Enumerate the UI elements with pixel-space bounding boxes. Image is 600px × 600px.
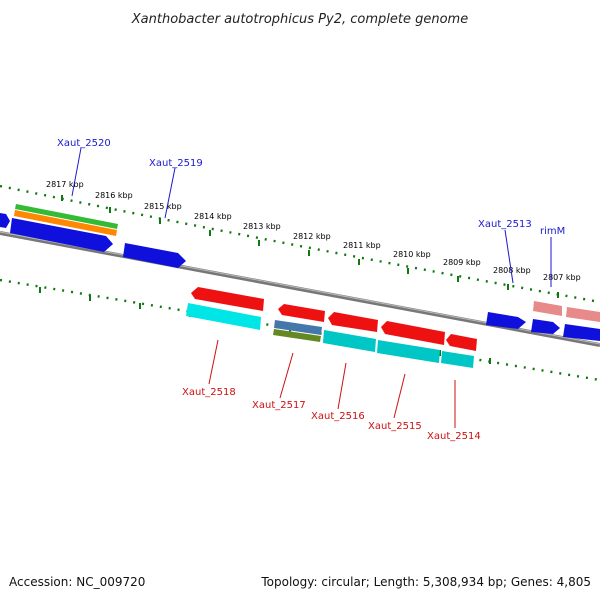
map-title: Xanthobacter autotrophicus Py2, complete… [131,12,468,27]
top-gene-labels: Xaut_2520 Xaut_2519 Xaut_2513 rimM [57,138,565,237]
forward-gene[interactable] [563,324,600,341]
reverse-gene-xaut-2515[interactable] [381,321,445,345]
gene-label[interactable]: Xaut_2520 [57,138,111,149]
kbp-label: 2814 kbp [194,212,232,221]
kbp-label: 2808 kbp [493,266,531,275]
gene-label[interactable]: rimM [540,226,565,237]
forward-gene-xaut-2513[interactable] [486,312,526,329]
kbp-label: 2811 kbp [343,241,381,250]
kbp-label: 2812 kbp [293,232,331,241]
kbp-label: 2813 kbp [243,222,281,231]
bottom-gene-labels: Xaut_2518 Xaut_2517 Xaut_2516 Xaut_2515 … [182,387,481,442]
cds-feature[interactable] [186,303,261,330]
reverse-gene[interactable] [278,304,325,322]
gene-label[interactable]: Xaut_2519 [149,158,203,169]
cds-feature[interactable] [377,340,440,363]
genome-summary-text: Topology: circular; Length: 5,308,934 bp… [260,575,591,589]
inner-scale-track [0,278,600,382]
reverse-gene[interactable] [328,312,378,332]
olive-feature[interactable] [273,329,321,342]
kbp-label: 2816 kbp [95,191,133,200]
gene-label[interactable]: Xaut_2518 [182,387,236,398]
pink-feature[interactable] [566,307,600,322]
forward-gene-xaut-2520[interactable] [10,218,113,252]
orange-feature[interactable] [14,210,117,236]
cds-feature[interactable] [441,351,474,368]
forward-gene-xaut-2519[interactable] [123,243,186,268]
gene-label[interactable]: Xaut_2515 [368,421,422,432]
gene-label[interactable]: Xaut_2517 [252,400,306,411]
genome-backbone [0,231,600,347]
kbp-label: 2807 kbp [543,273,581,282]
blue-feature[interactable] [274,320,322,335]
kbp-label: 2810 kbp [393,250,431,259]
pink-feature[interactable] [533,301,562,316]
reverse-gene-xaut-2514[interactable] [446,334,477,351]
forward-gene[interactable] [0,213,10,228]
cds-feature-xaut-2516[interactable] [323,330,376,352]
accession-text: Accession: NC_009720 [9,575,145,589]
gene-label[interactable]: Xaut_2514 [427,431,481,442]
green-feature[interactable] [15,204,118,229]
outer-major-ticks [61,195,559,298]
kbp-label: 2809 kbp [443,258,481,267]
forward-gene-rimm[interactable] [531,319,560,334]
top-leader-lines [71,147,552,287]
kbp-labels: 2817 kbp 2816 kbp 2815 kbp 2814 kbp 2813… [46,180,581,282]
bottom-leader-lines [208,339,456,428]
forward-strand-features [0,204,600,341]
kbp-label: 2815 kbp [144,202,182,211]
reverse-gene-xaut-2518[interactable] [191,287,264,311]
gene-label[interactable]: Xaut_2513 [478,219,532,230]
gene-label[interactable]: Xaut_2516 [311,411,365,422]
kbp-label: 2817 kbp [46,180,84,189]
reverse-strand-features [186,287,477,368]
